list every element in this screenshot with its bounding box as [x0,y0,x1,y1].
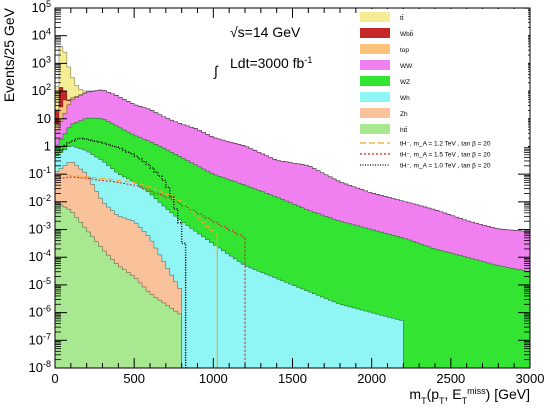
x-tick-label: 2500 [436,371,465,386]
signal-line-1 [58,173,222,368]
signal-line-2 [58,176,249,368]
x-tick-label: 1500 [278,371,307,386]
y-tick-label: 10-1 [29,165,51,181]
legend-label: Zh [400,111,408,118]
y-tick-label: 10-5 [29,276,51,292]
y-tick-label: 10-6 [29,304,51,320]
legend-label: WW [400,63,413,70]
legend-swatch [360,28,390,38]
x-axis-label: mT(pT, ETmiss) [GeV] [409,386,530,406]
legend-label: top [400,47,409,54]
y-tick-label: 105 [32,0,51,15]
integral-sign: ∫ [213,63,219,79]
legend-label: tH⁻, m_A = 1.2 TeV , tan β = 20 [400,141,491,148]
x-tick-label: 1000 [199,371,228,386]
x-tick-label: 2000 [357,371,386,386]
x-tick-label: 500 [123,371,145,386]
legend-label: WZ [400,79,410,86]
legend-label: Wbb̄ [400,30,414,38]
legend-swatch [360,124,390,134]
luminosity-annotation: Ldt=3000 fb-1 [230,55,312,71]
y-tick-label: 103 [32,54,51,70]
signal-line-layer [58,137,249,368]
area-htt [55,202,530,368]
legend-swatch [360,76,390,86]
legend-swatch [360,60,390,70]
y-tick-label: 10-4 [29,248,51,264]
y-tick-label: 10-7 [29,331,51,347]
legend: tt̄ Wbb̄ top WW WZ Wh Zh htt̄ tH⁻, m_A = 1.2 TeV… [358,9,528,170]
stacked-area-layer [55,46,530,368]
energy-luminosity-annotation: √s=14 GeV ∫ Ldt=3000 fb-1 [213,24,312,79]
legend-swatch [360,12,390,22]
x-tick-label: 3000 [516,371,545,386]
y-tick-label: 10-3 [29,221,51,237]
legend-label: tt̄ [400,14,404,22]
y-tick-label: 10-8 [29,359,51,375]
sqrt-s-annotation: √s=14 GeV [230,24,301,40]
tick-label-layer: 0 500 1000 1500 2000 2500 3000 10-8 10-7 10-6 10-5… [29,0,545,386]
legend-label: tH⁻, m_A = 1.0 TeV , tan β = 20 [400,163,491,170]
y-tick-label: 10-2 [29,193,51,209]
legend-swatch [360,44,390,54]
signal-line-3 [58,137,190,368]
y-tick-label: 104 [32,27,51,43]
y-axis-label: Events/25 GeV [1,7,17,102]
legend-label: Wh [400,95,410,102]
y-tick-label: 10 [37,111,51,126]
legend-swatch [360,108,390,118]
y-tick-label: 102 [32,82,51,98]
legend-label: tH⁻, m_A = 1.5 TeV , tan β = 20 [400,152,491,159]
legend-label: htt̄ [400,126,407,134]
x-tick-label: 0 [51,371,58,386]
y-tick-label: 1 [44,138,51,153]
legend-swatch [360,92,390,102]
